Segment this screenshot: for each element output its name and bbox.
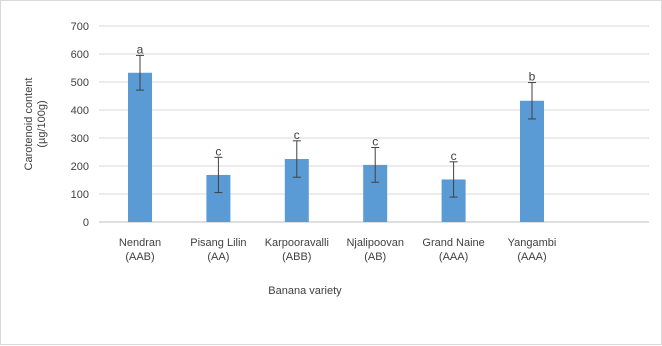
significance-label-1: c: [215, 144, 221, 158]
x-tick-label-line-2-0: Karpooravalli: [265, 237, 329, 249]
significance-labels: a c c c c b: [137, 42, 536, 162]
y-tick-label-300: 300: [71, 133, 89, 145]
y-tick-label-400: 400: [71, 105, 89, 117]
significance-label-2: c: [294, 128, 300, 142]
x-tick-label-line-2-1: (ABB): [282, 251, 311, 263]
x-tick-label-1: Pisang Lilin (AA): [190, 237, 246, 263]
x-tick-label-line-5-1: (AAA): [517, 251, 546, 263]
y-axis-label: Carotenoid content(µg/100g): [23, 78, 48, 171]
y-tick-label-100: 100: [71, 189, 89, 201]
significance-label-3: c: [372, 135, 378, 149]
y-axis-label-line-0: Carotenoid content: [23, 78, 35, 171]
x-tick-label-0: Nendran (AAB): [119, 237, 161, 263]
x-tick-label-line-3-0: Njalipoovan: [346, 237, 403, 249]
bar-0: [128, 72, 152, 222]
x-tick-label-2: Karpooravalli (ABB): [265, 237, 329, 263]
x-tick-label-3: Njalipoovan (AB): [346, 237, 403, 263]
x-tick-label-line-4-1: (AAA): [439, 251, 468, 263]
x-tick-label-line-0-1: (AAB): [125, 251, 154, 263]
significance-label-5: b: [529, 70, 536, 84]
x-axis-ticks: Nendran (AAB) Pisang Lilin (AA) Karpooravall…: [119, 237, 556, 263]
x-tick-label-5: Yangambi (AAA): [508, 237, 557, 263]
x-tick-label-4: Grand Naine (AAA): [422, 237, 484, 263]
x-tick-label-line-3-1: (AB): [364, 251, 386, 263]
y-tick-label-700: 700: [71, 21, 89, 33]
y-axis-ticks: 0 100 200 300 400 500 600 700: [71, 21, 89, 229]
x-tick-label-line-5-0: Yangambi: [508, 237, 557, 249]
bar-5: [520, 100, 544, 222]
significance-label-4: c: [451, 149, 457, 163]
gridlines: [99, 25, 649, 195]
y-tick-label-200: 200: [71, 161, 89, 173]
x-tick-label-line-0-0: Nendran: [119, 237, 161, 249]
y-tick-label-500: 500: [71, 77, 89, 89]
x-tick-label-line-1-1: (AA): [207, 251, 229, 263]
x-tick-label-line-1-0: Pisang Lilin: [190, 237, 246, 249]
bars: [128, 72, 544, 222]
y-tick-label-600: 600: [71, 49, 89, 61]
significance-label-0: a: [137, 42, 144, 56]
x-tick-label-line-4-0: Grand Naine: [422, 237, 484, 249]
error-bars: [136, 54, 536, 198]
y-tick-label-0: 0: [83, 217, 89, 229]
x-axis-label: Banana variety: [268, 285, 342, 297]
y-axis-label-line-1: (µg/100g): [36, 100, 48, 147]
